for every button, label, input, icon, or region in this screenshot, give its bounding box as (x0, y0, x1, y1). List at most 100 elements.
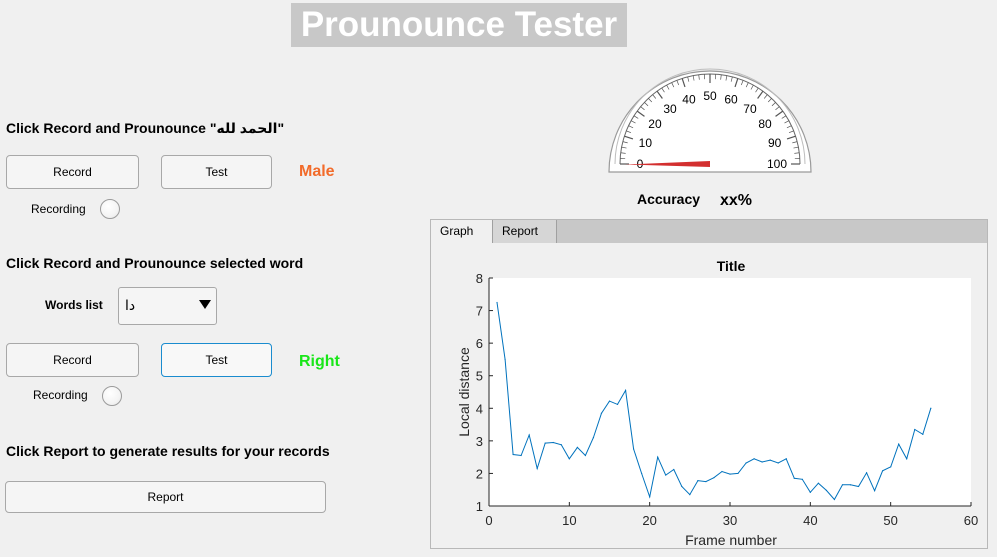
gauge-minor-tick (666, 84, 670, 90)
x-tick-label: 20 (642, 513, 656, 528)
gauge-tick-label: 30 (663, 102, 677, 116)
gauge-tick-label: 60 (724, 92, 738, 106)
results-tabpanel: Graph Report 0 10 20 30 40 50 60 1 2 3 4 5 6 7 8 Titl… (430, 219, 988, 549)
gauge-tick-label: 80 (758, 117, 772, 131)
gauge-minor-tick (775, 106, 780, 111)
plot-area (489, 278, 971, 506)
gauge-tick-label: 40 (682, 92, 696, 106)
gauge-tick-labels: 0102030405060708090100 (637, 89, 788, 171)
x-tick-label: 10 (562, 513, 576, 528)
gauge-minor-tick (621, 146, 627, 149)
gender-result: Male (299, 163, 335, 180)
gauge-minor-tick (661, 87, 665, 93)
gauge-minor-tick (781, 115, 787, 119)
y-tick-label: 4 (476, 401, 483, 416)
gauge-major-tick (734, 78, 739, 88)
tab-report[interactable]: Report (493, 220, 557, 243)
gauge-minor-tick (792, 141, 798, 144)
words-list-dropdown[interactable]: دا (118, 287, 217, 325)
section2-instruction: Click Record and Prounounce selected wor… (6, 255, 304, 271)
gauge-tick-label: 10 (639, 136, 653, 150)
tab-strip: Graph Report (431, 220, 987, 243)
x-tick-label: 60 (964, 513, 978, 528)
app-title: Prounounce Tester (291, 3, 627, 47)
gauge-major-tick (786, 135, 796, 140)
series-line (496, 302, 932, 501)
accuracy-gauge: 0102030405060708090100 (608, 68, 812, 173)
recording-lamp (100, 199, 120, 219)
gauge-minor-tick (644, 102, 649, 107)
gauge-tick-label: 20 (648, 117, 662, 131)
test-button[interactable]: Test (161, 155, 272, 189)
gauge-minor-tick (626, 130, 632, 134)
words-list-selected: دا (125, 297, 136, 313)
gauge-minor-tick (745, 82, 749, 88)
gauge-minor-tick (725, 75, 728, 81)
test-word-button[interactable]: Test (161, 343, 272, 377)
x-ticks: 0 10 20 30 40 50 60 (485, 502, 978, 528)
gauge-minor-tick (740, 80, 744, 86)
gauge-minor-tick (788, 130, 794, 134)
gauge-needle (625, 161, 710, 167)
gauge-ticks (620, 74, 800, 165)
chevron-down-icon (198, 297, 212, 316)
gauge-major-tick (757, 90, 764, 99)
recording-word-lamp (102, 386, 122, 406)
gauge-major-tick (624, 135, 634, 140)
gauge-minor-tick (620, 152, 626, 154)
gauge-tick-label: 100 (767, 157, 787, 171)
gauge-minor-tick (640, 106, 645, 111)
x-tick-label: 50 (883, 513, 897, 528)
y-tick-label: 2 (476, 466, 483, 481)
pronunciation-result: Right (299, 353, 340, 370)
gauge-tick-label: 90 (768, 136, 782, 150)
x-tick-label: 0 (485, 513, 492, 528)
gauge-minor-tick (692, 75, 695, 81)
record-button[interactable]: Record (6, 155, 139, 189)
chart-title: Title (717, 258, 746, 274)
gauge-minor-tick (687, 76, 690, 82)
y-tick-label: 5 (476, 369, 483, 384)
gauge-minor-tick (628, 125, 634, 129)
gauge-minor-tick (630, 120, 636, 124)
gauge-minor-tick (755, 87, 759, 93)
section1-instruction: Click Record and Prounounce "الحمد لله" (6, 120, 285, 136)
y-ticks: 1 2 3 4 5 6 7 8 (476, 271, 493, 514)
y-tick-label: 1 (476, 499, 483, 514)
section3-instruction: Click Report to generate results for you… (6, 443, 330, 459)
y-tick-label: 3 (476, 434, 483, 449)
gauge-minor-tick (767, 98, 772, 103)
report-button[interactable]: Report (5, 481, 326, 513)
gauge-major-tick (656, 90, 663, 99)
gauge-minor-tick (633, 115, 639, 119)
gauge-minor-tick (794, 152, 800, 154)
gauge-minor-tick (786, 125, 792, 129)
gauge-major-tick (775, 110, 784, 117)
gauge-minor-tick (652, 94, 657, 99)
gauge-minor-tick (784, 120, 790, 124)
y-axis-label: Local distance (456, 347, 472, 437)
y-tick-label: 6 (476, 336, 483, 351)
y-tick-label: 7 (476, 304, 483, 319)
gauge-minor-tick (771, 102, 776, 107)
distance-chart: 0 10 20 30 40 50 60 1 2 3 4 5 6 7 8 Title Frame numbe… (456, 258, 978, 548)
gauge-tick-label: 50 (703, 89, 717, 103)
gauge-minor-tick (671, 82, 675, 88)
x-tick-label: 30 (723, 513, 737, 528)
gauge-minor-tick (676, 80, 680, 86)
record-word-button[interactable]: Record (6, 343, 139, 377)
recording-word-label: Recording (33, 388, 88, 402)
gauge-major-tick (636, 110, 645, 117)
gauge-minor-tick (648, 98, 653, 103)
tab-graph[interactable]: Graph (431, 220, 493, 243)
gauge-minor-tick (698, 74, 700, 80)
recording-label: Recording (31, 202, 86, 216)
gauge-tick-label: 70 (743, 102, 757, 116)
x-tick-label: 40 (803, 513, 817, 528)
gauge-minor-tick (750, 84, 754, 90)
gauge-minor-tick (793, 146, 799, 149)
gauge-minor-tick (622, 141, 628, 144)
accuracy-value: xx% (720, 192, 753, 209)
gauge-minor-tick (730, 76, 733, 82)
words-list-label: Words list (45, 298, 103, 312)
